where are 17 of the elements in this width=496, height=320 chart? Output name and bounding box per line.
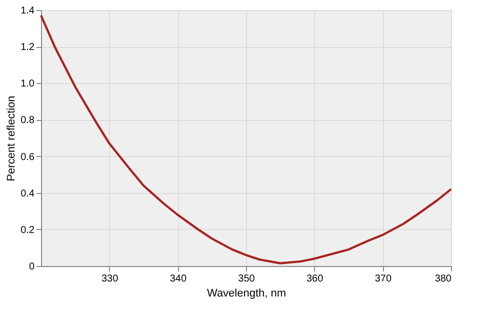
x-tick-label: 370 xyxy=(374,274,392,284)
y-tick-label: 1.0 xyxy=(20,78,35,90)
x-tick-label: 340 xyxy=(170,274,187,284)
x-tick-label: 350 xyxy=(238,274,256,284)
y-tick-label: 0 xyxy=(28,262,35,272)
y-tick-label: 1.4 xyxy=(20,6,35,16)
y-tick-label: 0.2 xyxy=(20,224,35,236)
y-axis-title: Percent reflection xyxy=(6,96,18,182)
x-tick-label: 360 xyxy=(306,274,324,284)
x-tick-label: 380 xyxy=(434,274,452,284)
y-tick-label: 1.2 xyxy=(20,42,35,54)
x-axis-title: Wavelength, nm xyxy=(206,288,286,300)
y-tick-label: 0.6 xyxy=(20,152,35,163)
x-tick-label: 330 xyxy=(101,274,119,284)
y-tick-label: 0.8 xyxy=(20,115,35,126)
y-tick-label: 0.4 xyxy=(20,188,35,200)
line-series xyxy=(40,14,452,264)
